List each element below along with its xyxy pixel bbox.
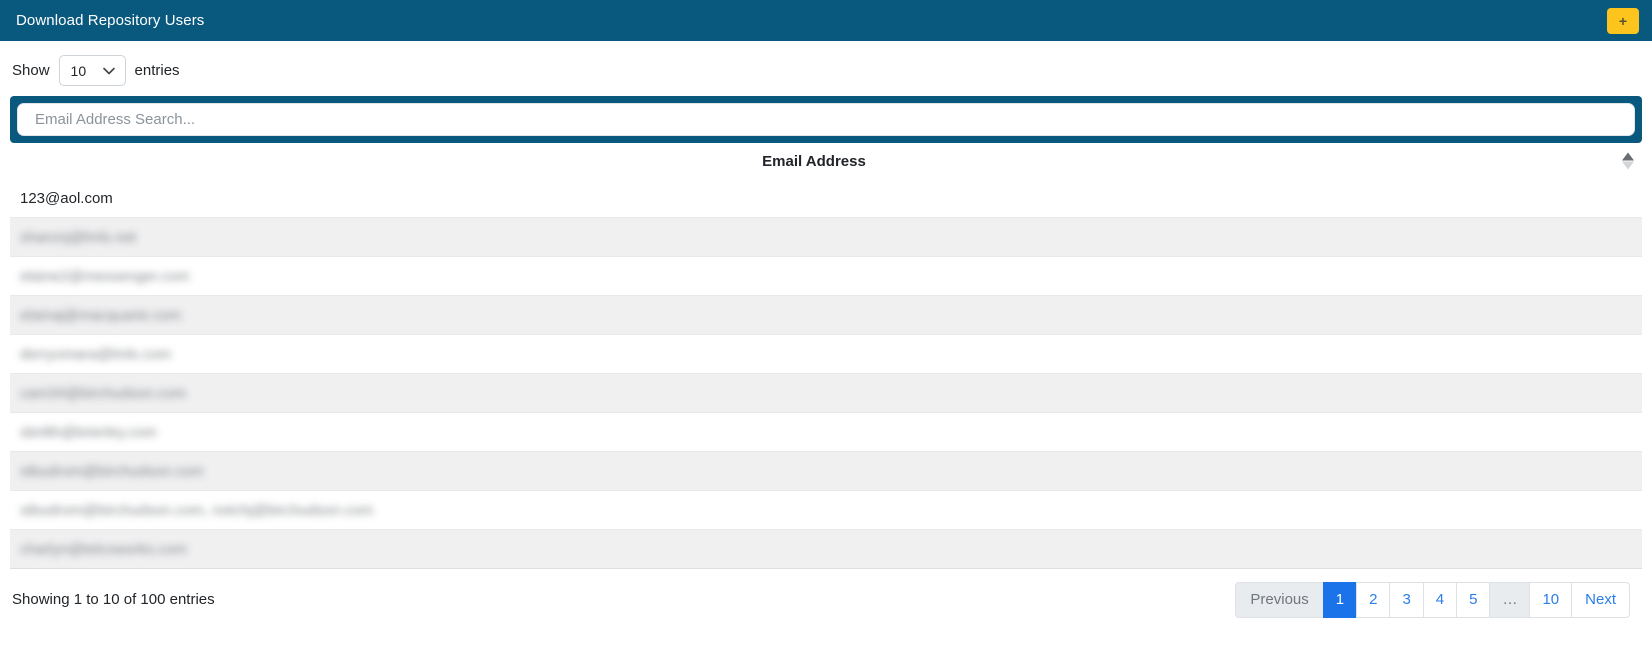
table-row: stbudrom@birchudson.com, notchj@birchuds… — [10, 491, 1642, 530]
email-cell: stbudrom@birchudson.com, notchj@birchuds… — [20, 501, 374, 519]
plus-icon: + — [1618, 12, 1628, 29]
page-3[interactable]: 3 — [1389, 582, 1424, 618]
sort-desc-arrow — [1622, 161, 1634, 170]
table-row: 123@aol.com — [10, 179, 1642, 218]
email-search-input[interactable] — [17, 103, 1635, 136]
app-header-bar: Download Repository Users + — [0, 0, 1652, 41]
page-previous[interactable]: Previous — [1235, 582, 1324, 618]
table-row: charlyn@telcoworks.com — [10, 530, 1642, 569]
table-row: cam34@birchudson.com — [10, 374, 1642, 413]
column-header-label: Email Address — [762, 153, 866, 170]
page-5[interactable]: 5 — [1456, 582, 1491, 618]
sort-icon — [1622, 152, 1634, 170]
page-10[interactable]: 10 — [1529, 582, 1573, 618]
email-cell: derryomara@lmls.com — [20, 345, 172, 363]
page-size-value: 10 — [70, 62, 87, 79]
table-row: stbudrom@birchudson.com — [10, 452, 1642, 491]
table-row: elaine2@messenger.com — [10, 257, 1642, 296]
email-cell: stbudrom@birchudson.com — [20, 462, 204, 480]
table-row: elainaj@macquarie.com — [10, 296, 1642, 335]
page-size-select[interactable]: 10 — [58, 55, 126, 86]
pagination: Previous 1 2 3 4 5 … 10 Next — [1235, 582, 1630, 618]
users-table: Email Address 123@aol.com sharonj@lmls.n… — [10, 143, 1642, 569]
email-cell: charlyn@telcoworks.com — [20, 540, 187, 558]
entries-summary: Showing 1 to 10 of 100 entries — [12, 591, 215, 609]
email-cell: cam34@birchudson.com — [20, 384, 187, 402]
sort-asc-arrow — [1622, 152, 1634, 161]
length-controls: Show 10 entries — [12, 55, 1652, 86]
page-4[interactable]: 4 — [1422, 582, 1458, 618]
show-label: Show — [12, 62, 50, 79]
email-cell: elainaj@macquarie.com — [20, 306, 182, 324]
table-row: sharonj@lmls.net — [10, 218, 1642, 257]
email-cell: elaine2@messenger.com — [20, 267, 190, 285]
table-row: sbri8h@brierley.com — [10, 413, 1642, 452]
page-2[interactable]: 2 — [1356, 582, 1391, 618]
email-cell: 123@aol.com — [20, 189, 113, 207]
table-footer: Showing 1 to 10 of 100 entries Previous … — [12, 582, 1640, 618]
entries-label: entries — [134, 62, 180, 79]
search-band — [10, 96, 1642, 143]
page-title: Download Repository Users — [16, 12, 205, 29]
page-ellipsis: … — [1489, 582, 1531, 618]
add-user-button[interactable]: + — [1607, 7, 1639, 34]
page-next[interactable]: Next — [1571, 582, 1630, 618]
table-row: derryomara@lmls.com — [10, 335, 1642, 374]
column-header-email[interactable]: Email Address — [10, 143, 1642, 179]
email-cell: sharonj@lmls.net — [20, 228, 137, 246]
page-1[interactable]: 1 — [1322, 582, 1358, 618]
email-cell: sbri8h@brierley.com — [20, 423, 157, 441]
chevron-down-icon — [102, 67, 115, 75]
